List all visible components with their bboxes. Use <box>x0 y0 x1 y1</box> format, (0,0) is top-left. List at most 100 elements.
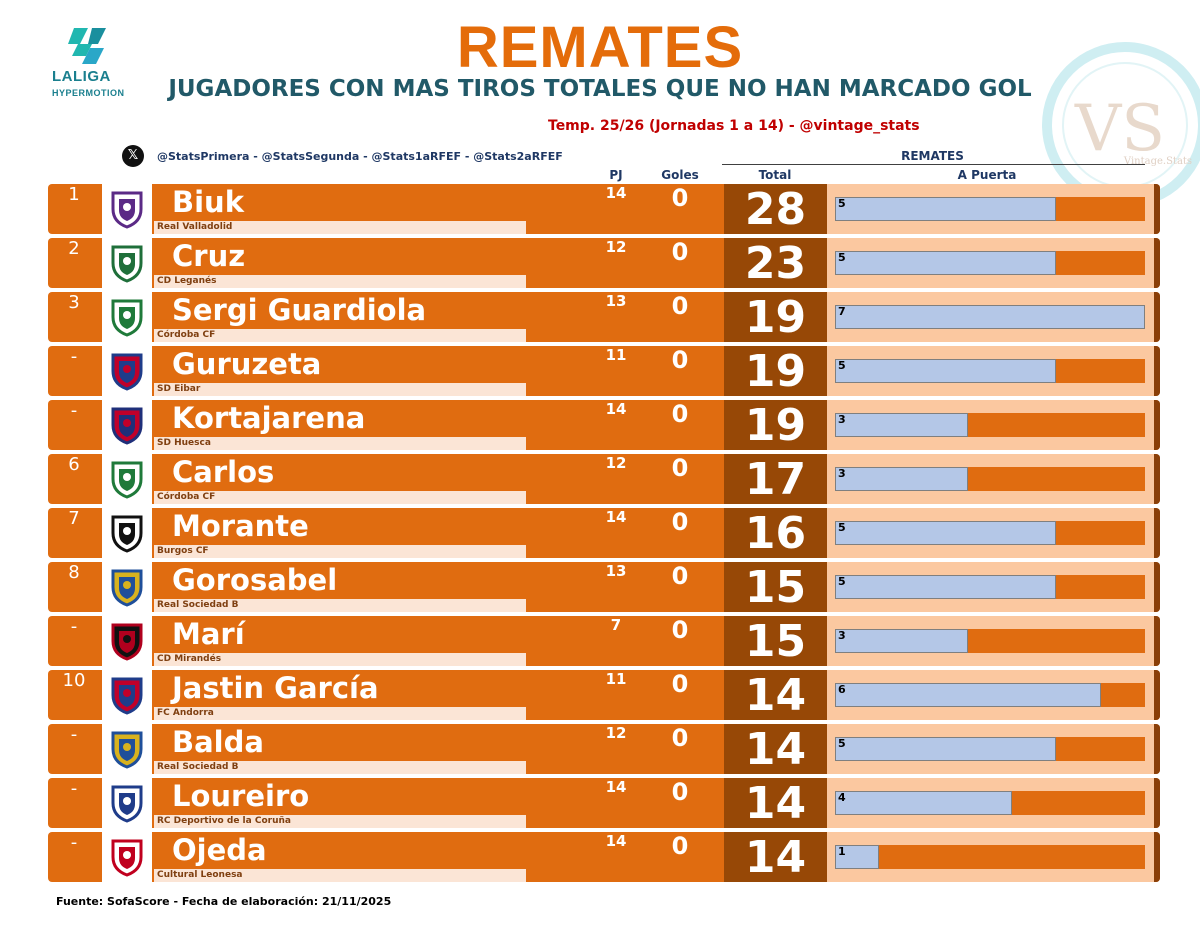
club-strip <box>154 491 526 504</box>
goles-value: 0 <box>671 724 689 752</box>
total-value: 17 <box>744 454 807 505</box>
player-name: Guruzeta <box>172 347 322 381</box>
pj-value: 14 <box>605 508 627 526</box>
total-background <box>724 562 827 612</box>
page-subtitle: JUGADORES CON MAS TIROS TOTALES QUE NO H… <box>168 76 1032 102</box>
player-name: Cruz <box>172 239 246 273</box>
player-name: Gorosabel <box>172 563 338 597</box>
real-sociedad-crest-icon <box>111 569 143 607</box>
rank-value: 6 <box>68 454 80 475</box>
sd-huesca-crest-icon <box>111 407 143 445</box>
cd-mirandes-crest-icon <box>111 623 143 661</box>
club-name: Burgos CF <box>157 546 209 556</box>
header-divider <box>722 164 1145 165</box>
pj-value: 11 <box>605 346 627 364</box>
a-puerta-value: 7 <box>838 305 846 318</box>
player-name: Carlos <box>172 455 275 489</box>
club-name: Córdoba CF <box>157 330 216 340</box>
pj-value: 11 <box>605 670 627 688</box>
table-row: - Marí CD Mirandés 7 0 15 3 <box>48 616 1160 667</box>
logo-text-laliga: LALIGA <box>52 68 111 85</box>
a-puerta-value: 3 <box>838 629 846 642</box>
table-row: 1 Biuk Real Valladolid 14 0 28 5 <box>48 184 1160 235</box>
club-name: Cultural Leonesa <box>157 870 243 880</box>
logo-text-hypermotion: HYPERMOTION <box>52 88 125 98</box>
club-strip <box>154 869 526 882</box>
rank-value: - <box>70 346 78 367</box>
player-name: Jastin García <box>172 671 379 705</box>
rank-value: 1 <box>68 184 80 205</box>
rank-value: 7 <box>68 508 80 529</box>
goles-value: 0 <box>671 832 689 860</box>
table-row: - Balda Real Sociedad B 12 0 14 5 <box>48 724 1160 775</box>
pj-value: 12 <box>605 454 627 472</box>
table-row: 10 Jastin García FC Andorra 11 0 14 6 <box>48 670 1160 721</box>
real-sociedad-crest-icon <box>111 731 143 769</box>
a-puerta-bar <box>835 467 968 491</box>
a-puerta-bar <box>835 521 1056 545</box>
a-puerta-bar <box>835 575 1056 599</box>
goles-value: 0 <box>671 238 689 266</box>
goles-value: 0 <box>671 400 689 428</box>
cordoba-cf-crest-icon <box>111 461 143 499</box>
a-puerta-bar <box>835 791 1012 815</box>
club-name: Real Valladolid <box>157 222 233 232</box>
player-name: Marí <box>172 617 245 651</box>
rank-value: 10 <box>62 670 86 691</box>
header-goles: Goles <box>661 168 699 182</box>
player-name: Sergi Guardiola <box>172 293 427 327</box>
x-logo-icon: 𝕏 <box>122 145 144 167</box>
page-title: REMATES <box>456 15 744 80</box>
goles-value: 0 <box>671 346 689 374</box>
club-strip <box>154 221 526 234</box>
pj-value: 13 <box>605 562 627 580</box>
player-name: Balda <box>172 725 264 759</box>
cultural-leonesa-crest-icon <box>111 839 143 877</box>
header-remates: REMATES <box>901 149 964 163</box>
header-pj: PJ <box>609 168 623 182</box>
goles-value: 0 <box>671 508 689 536</box>
table-row: - Ojeda Cultural Leonesa 14 0 14 1 <box>48 832 1160 883</box>
rank-value: - <box>70 400 78 421</box>
watermark-text: Vintage.Stats <box>1123 156 1192 167</box>
a-puerta-bar <box>835 845 879 869</box>
a-puerta-value: 5 <box>838 251 846 264</box>
pj-value: 7 <box>610 616 622 634</box>
goles-value: 0 <box>671 184 689 212</box>
goles-value: 0 <box>671 292 689 320</box>
cd-leganes-crest-icon <box>111 245 143 283</box>
club-name: Real Sociedad B <box>157 762 239 772</box>
table-row: 7 Morante Burgos CF 14 0 16 5 <box>48 508 1160 559</box>
a-puerta-bar <box>835 305 1145 329</box>
player-name: Ojeda <box>172 833 267 867</box>
table-row: 6 Carlos Córdoba CF 12 0 17 3 <box>48 454 1160 505</box>
club-name: Real Sociedad B <box>157 600 239 610</box>
social-handles: @StatsPrimera - @StatsSegunda - @Stats1a… <box>157 150 563 163</box>
table-row: 3 Sergi Guardiola Córdoba CF 13 0 19 7 <box>48 292 1160 343</box>
total-background <box>724 616 827 666</box>
total-value: 19 <box>744 292 807 343</box>
laliga-logo-icon <box>68 28 106 64</box>
club-name: FC Andorra <box>157 708 214 718</box>
total-value: 14 <box>744 670 807 721</box>
player-name: Loureiro <box>172 779 310 813</box>
player-name: Biuk <box>172 185 244 219</box>
table-row: - Guruzeta SD Eibar 11 0 19 5 <box>48 346 1160 397</box>
total-background <box>724 670 827 720</box>
a-puerta-bar <box>835 683 1101 707</box>
rank-value: 8 <box>68 562 80 583</box>
a-puerta-bar <box>835 251 1056 275</box>
goles-value: 0 <box>671 778 689 806</box>
total-background <box>724 724 827 774</box>
total-value: 28 <box>744 184 807 235</box>
club-strip <box>154 599 526 612</box>
footer-source: Fuente: SofaScore - Fecha de elaboración… <box>56 895 392 908</box>
total-value: 15 <box>744 616 807 667</box>
cordoba-cf-crest-icon <box>111 299 143 337</box>
real-valladolid-crest-icon <box>111 191 143 229</box>
rank-value: 2 <box>68 238 80 259</box>
header-a-puerta: A Puerta <box>957 168 1017 182</box>
rc-deportivo-crest-icon <box>111 785 143 823</box>
total-background <box>724 508 827 558</box>
club-name: Córdoba CF <box>157 492 216 502</box>
